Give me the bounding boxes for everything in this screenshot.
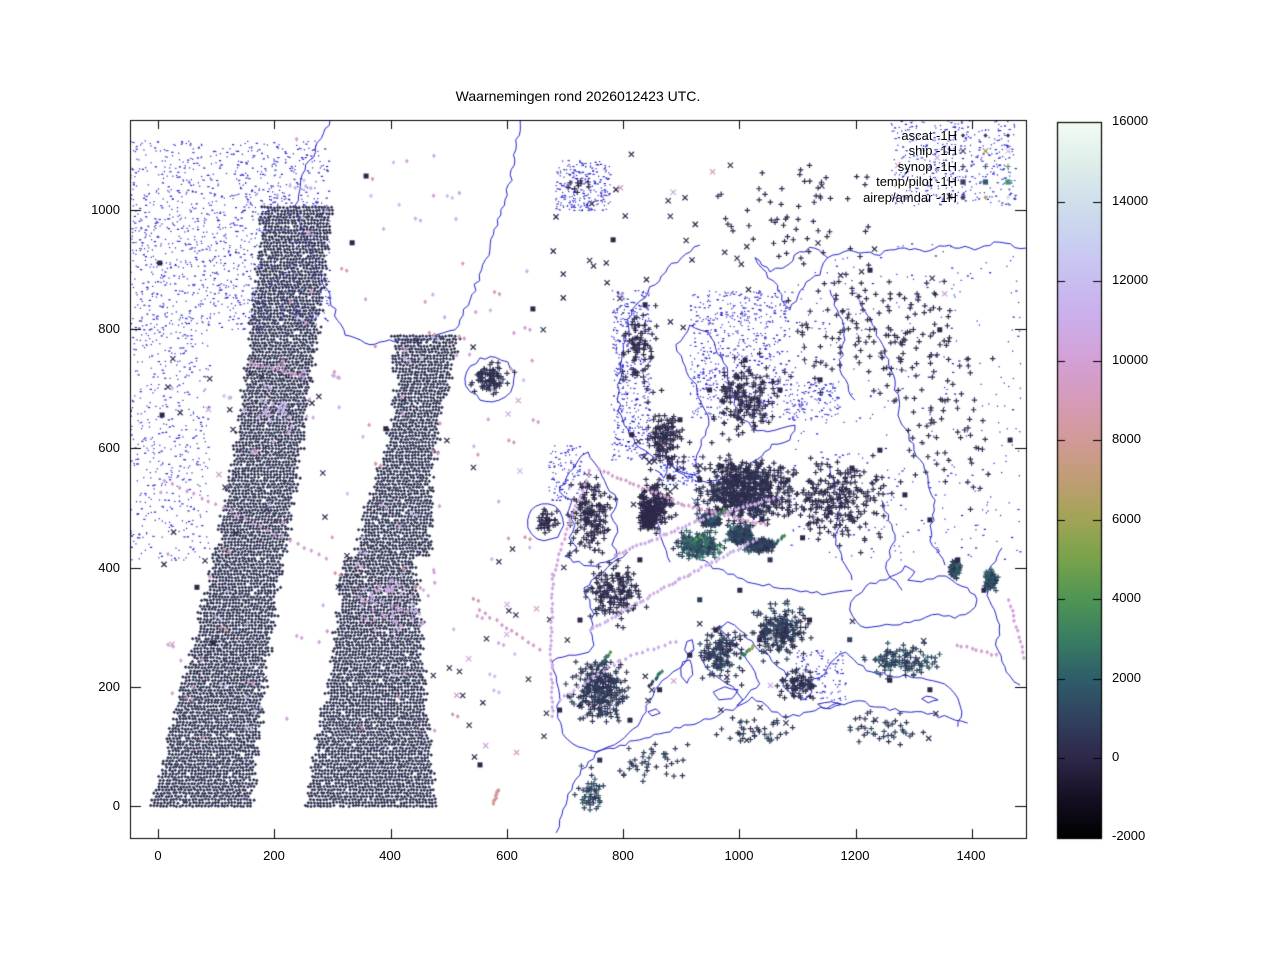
chart-title: Waarnemingen rond 2026012423 UTC. bbox=[455, 88, 701, 104]
x-tick-label: 600 bbox=[496, 848, 518, 863]
legend-label-synop: synop -1H bbox=[897, 159, 957, 174]
colorbar-tick-label: 8000 bbox=[1112, 431, 1141, 446]
legend-label-temp-pilot: temp/pilot -1H bbox=[876, 174, 957, 189]
colorbar-tick-label: 16000 bbox=[1112, 113, 1149, 128]
colorbar-tick-label: 10000 bbox=[1112, 352, 1149, 367]
colorbar-tick-label: 12000 bbox=[1112, 272, 1149, 287]
legend-label-airep-amdar: airep/amdar -1H bbox=[863, 190, 957, 205]
colorbar-tick-label: 2000 bbox=[1112, 670, 1141, 685]
y-tick-label: 200 bbox=[98, 679, 120, 694]
y-tick-label: 600 bbox=[98, 440, 120, 455]
colorbar-tick-label: -2000 bbox=[1112, 828, 1146, 843]
x-tick-label: 200 bbox=[263, 848, 285, 863]
x-tick-label: 800 bbox=[612, 848, 634, 863]
x-tick-label: 1000 bbox=[724, 848, 754, 863]
colorbar-tick-label: 0 bbox=[1112, 749, 1120, 764]
x-tick-label: 1400 bbox=[956, 848, 986, 863]
colorbar-tick-label: 14000 bbox=[1112, 193, 1149, 208]
legend-label-ascat: ascat -1H bbox=[901, 128, 957, 143]
y-tick-label: 400 bbox=[98, 560, 120, 575]
y-tick-label: 800 bbox=[98, 321, 120, 336]
colorbar-tick-label: 6000 bbox=[1112, 511, 1141, 526]
y-tick-label: 0 bbox=[112, 798, 120, 813]
legend-label-ship: ship -1H bbox=[908, 143, 957, 158]
x-tick-label: 0 bbox=[154, 848, 162, 863]
x-tick-label: 1200 bbox=[840, 848, 870, 863]
y-tick-label: 1000 bbox=[91, 202, 120, 217]
x-tick-label: 400 bbox=[379, 848, 401, 863]
colorbar-tick-label: 4000 bbox=[1112, 590, 1141, 605]
